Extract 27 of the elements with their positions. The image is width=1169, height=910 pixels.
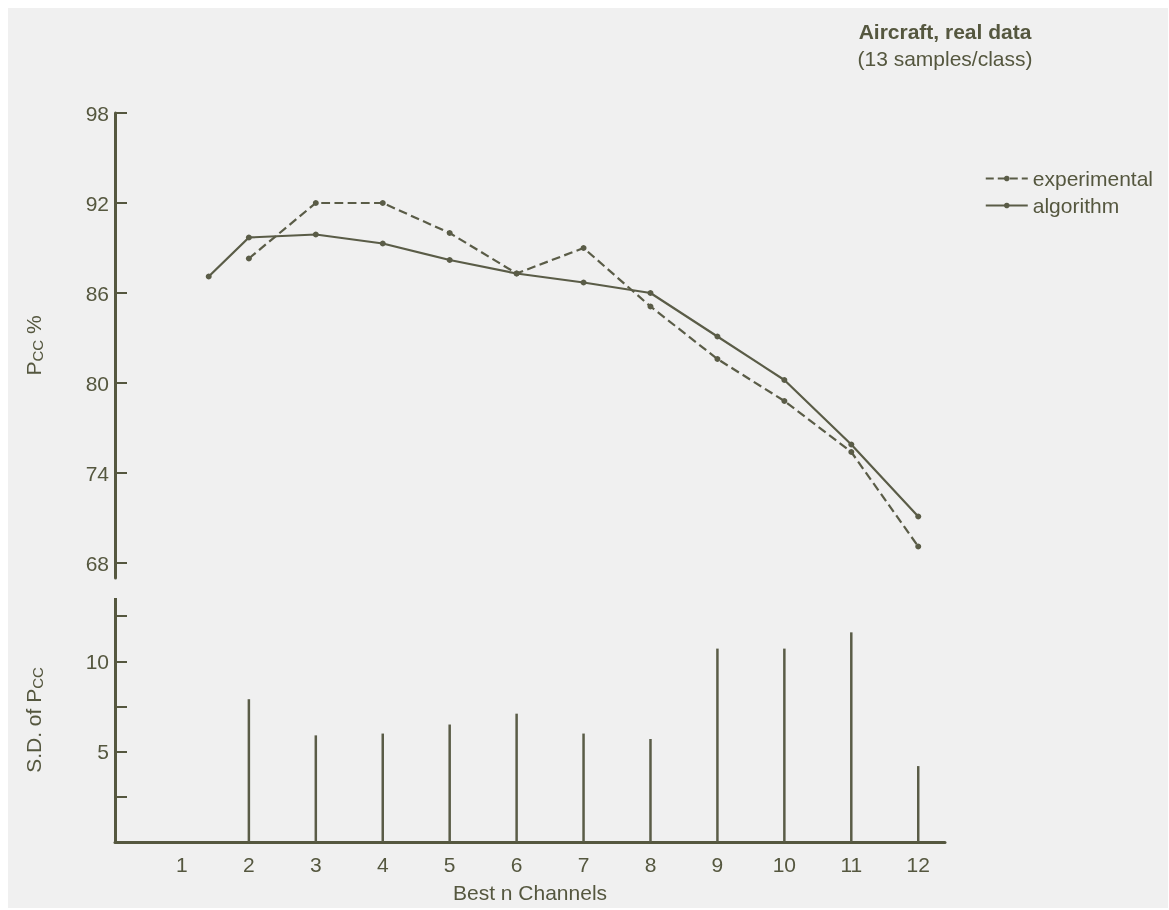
y-tick-label: 80 (85, 371, 109, 395)
y-tick-label: 74 (85, 461, 110, 485)
chart-title: Aircraft, real data (858, 20, 1032, 43)
x-axis-title: Best n Channels (452, 881, 608, 904)
x-tick-label: 8 (644, 853, 657, 876)
legend-label: algorithm (1032, 194, 1120, 217)
y-tick-label: 5 (97, 740, 109, 764)
x-tick-label: 5 (443, 853, 456, 876)
y-axis-title: PCC % (22, 315, 46, 376)
x-tick-label: 6 (510, 853, 523, 876)
x-tick-label: 1 (176, 853, 188, 876)
y-tick-label: 98 (85, 101, 109, 125)
x-tick-label: 3 (309, 853, 322, 876)
x-tick-label: 7 (577, 853, 590, 876)
chart-subtitle: (13 samples/class) (857, 47, 1033, 70)
x-tick-label: 2 (243, 853, 255, 876)
x-tick-label: 11 (840, 853, 863, 876)
y-tick-label: 68 (85, 551, 109, 575)
x-tick-label: 12 (906, 853, 930, 876)
x-tick-label: 10 (772, 853, 797, 876)
y-tick-label: 92 (85, 191, 109, 215)
legend-label: experimental (1032, 167, 1154, 190)
x-tick-label: 4 (376, 853, 389, 876)
y-tick-label: 10 (85, 649, 109, 673)
y-tick-label: 86 (85, 281, 109, 305)
x-tick-label: 9 (711, 853, 724, 876)
y-axis-title: S.D. of PCC (22, 666, 46, 773)
